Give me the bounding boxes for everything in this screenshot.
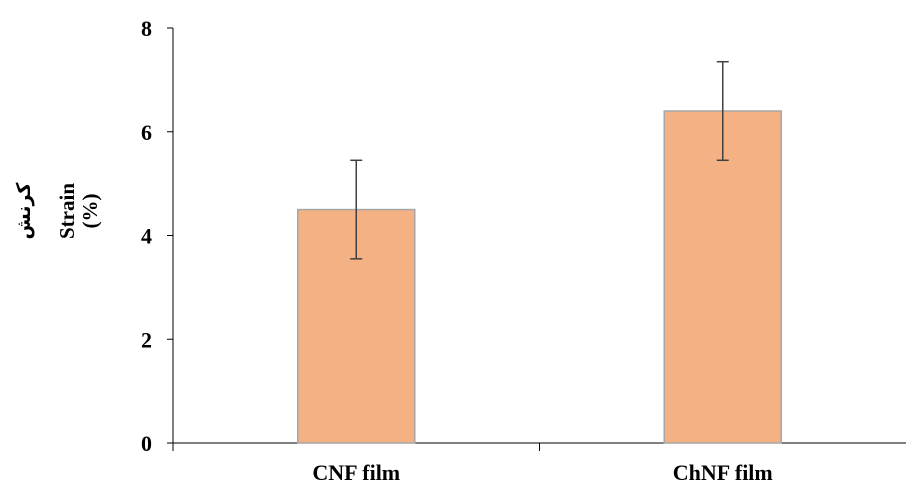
bars — [297, 110, 782, 444]
axes — [172, 28, 906, 451]
x-tick-labels: CNF film ChNF film — [312, 460, 772, 485]
y-tick-label: 6 — [141, 120, 152, 145]
y-tick-label: 2 — [141, 327, 152, 352]
y-axis-title-farsi: کرنش — [13, 182, 35, 240]
y-tick-label: 4 — [141, 224, 152, 249]
x-tick-label: ChNF film — [673, 460, 773, 485]
x-tick-label: CNF film — [312, 460, 400, 485]
bar-chnf-film — [663, 110, 782, 444]
error-bars — [350, 60, 729, 260]
y-tick-label: 8 — [141, 16, 152, 41]
y-axis-title: کرنش Strain (%) — [13, 182, 102, 240]
y-axis-title-strain: Strain — [55, 183, 79, 239]
y-axis-title-unit: (%) — [78, 194, 102, 229]
y-ticks: 0 2 4 6 8 — [141, 16, 173, 456]
y-tick-label: 0 — [141, 431, 152, 456]
